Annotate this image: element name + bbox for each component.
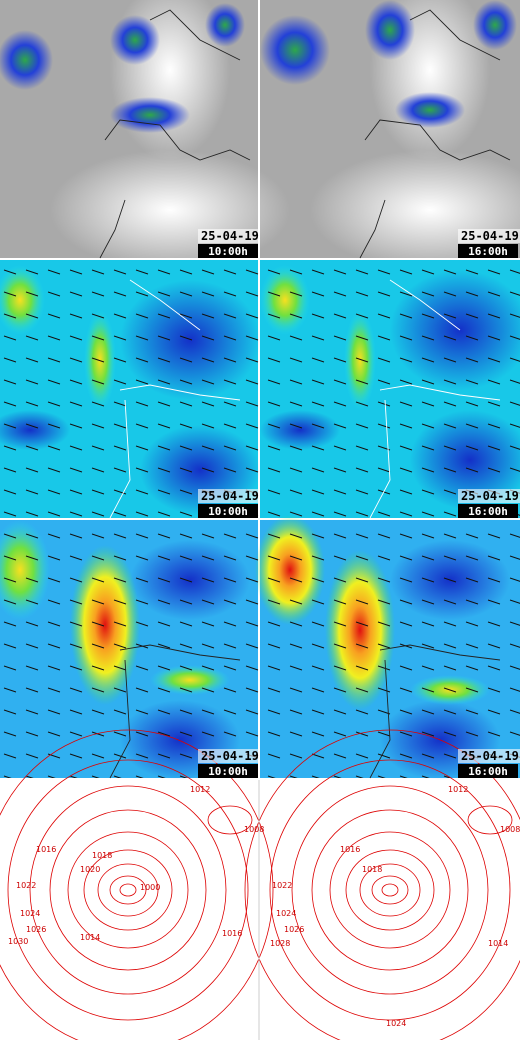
time-bg bbox=[458, 764, 518, 778]
date-label: 25-04-19 bbox=[461, 229, 519, 243]
isobar-label: 1012 bbox=[448, 785, 468, 794]
date-bg bbox=[458, 749, 520, 763]
isobar-label: 1018 bbox=[362, 865, 382, 874]
date-label: 25-04-19 bbox=[201, 229, 259, 243]
time-bg bbox=[198, 764, 258, 778]
date-bg bbox=[458, 229, 520, 243]
isobar-label: 1028 bbox=[270, 939, 290, 948]
date-label: 25-04-19 bbox=[461, 749, 519, 763]
isobar-label: 1020 bbox=[80, 865, 100, 874]
isobar-label: 1012 bbox=[190, 785, 210, 794]
time-bg bbox=[198, 504, 258, 518]
isobar-label: 1016 bbox=[340, 845, 360, 854]
isobar-label: 1022 bbox=[16, 881, 36, 890]
isobar-label: 1016 bbox=[222, 929, 242, 938]
isobar-label: 1030 bbox=[8, 937, 28, 946]
date-bg bbox=[198, 749, 260, 763]
date-bg bbox=[198, 229, 260, 243]
isobar-label: 1016 bbox=[36, 845, 56, 854]
panel-stamp: 25-04-19 10:00h bbox=[198, 749, 260, 778]
date-label: 25-04-19 bbox=[461, 489, 519, 503]
panel-stamp: 25-04-19 16:00h bbox=[458, 229, 520, 258]
isobar-label: 1022 bbox=[272, 881, 292, 890]
time-label: 10:00h bbox=[208, 505, 248, 518]
panel-stamp: 25-04-19 16:00h bbox=[458, 749, 520, 778]
wind-panel bbox=[0, 260, 520, 519]
isobar-label: 1008 bbox=[244, 825, 264, 834]
isobar-label: 1026 bbox=[26, 925, 46, 934]
panel-stamp: 25-04-19 10:00h bbox=[198, 229, 260, 258]
date-bg bbox=[198, 489, 260, 503]
date-label: 25-04-19 bbox=[201, 749, 259, 763]
time-bg bbox=[458, 504, 518, 518]
panel-stamp: 25-04-19 10:00h bbox=[198, 489, 260, 518]
time-label: 16:00h bbox=[468, 765, 508, 778]
time-bg bbox=[198, 244, 258, 258]
isobar-panel bbox=[0, 729, 520, 1040]
isobar-label: 1000 bbox=[140, 883, 160, 892]
jet-panel bbox=[0, 515, 520, 780]
isobar-label: 1008 bbox=[500, 825, 520, 834]
isobar-label: 1024 bbox=[276, 909, 296, 918]
time-label: 16:00h bbox=[468, 245, 508, 258]
isobar-label: 1014 bbox=[488, 939, 508, 948]
time-label: 10:00h bbox=[208, 245, 248, 258]
isobar-label: 1018 bbox=[92, 851, 112, 860]
time-label: 16:00h bbox=[468, 505, 508, 518]
date-bg bbox=[458, 489, 520, 503]
isobar-label: 1024 bbox=[386, 1019, 406, 1028]
panel-stamp: 25-04-19 16:00h bbox=[458, 489, 520, 518]
time-bg bbox=[458, 244, 518, 258]
isobar-label: 1024 bbox=[20, 909, 40, 918]
date-label: 25-04-19 bbox=[201, 489, 259, 503]
time-label: 10:00h bbox=[208, 765, 248, 778]
isobar-label: 1026 bbox=[284, 925, 304, 934]
isobar-label: 1014 bbox=[80, 933, 100, 942]
